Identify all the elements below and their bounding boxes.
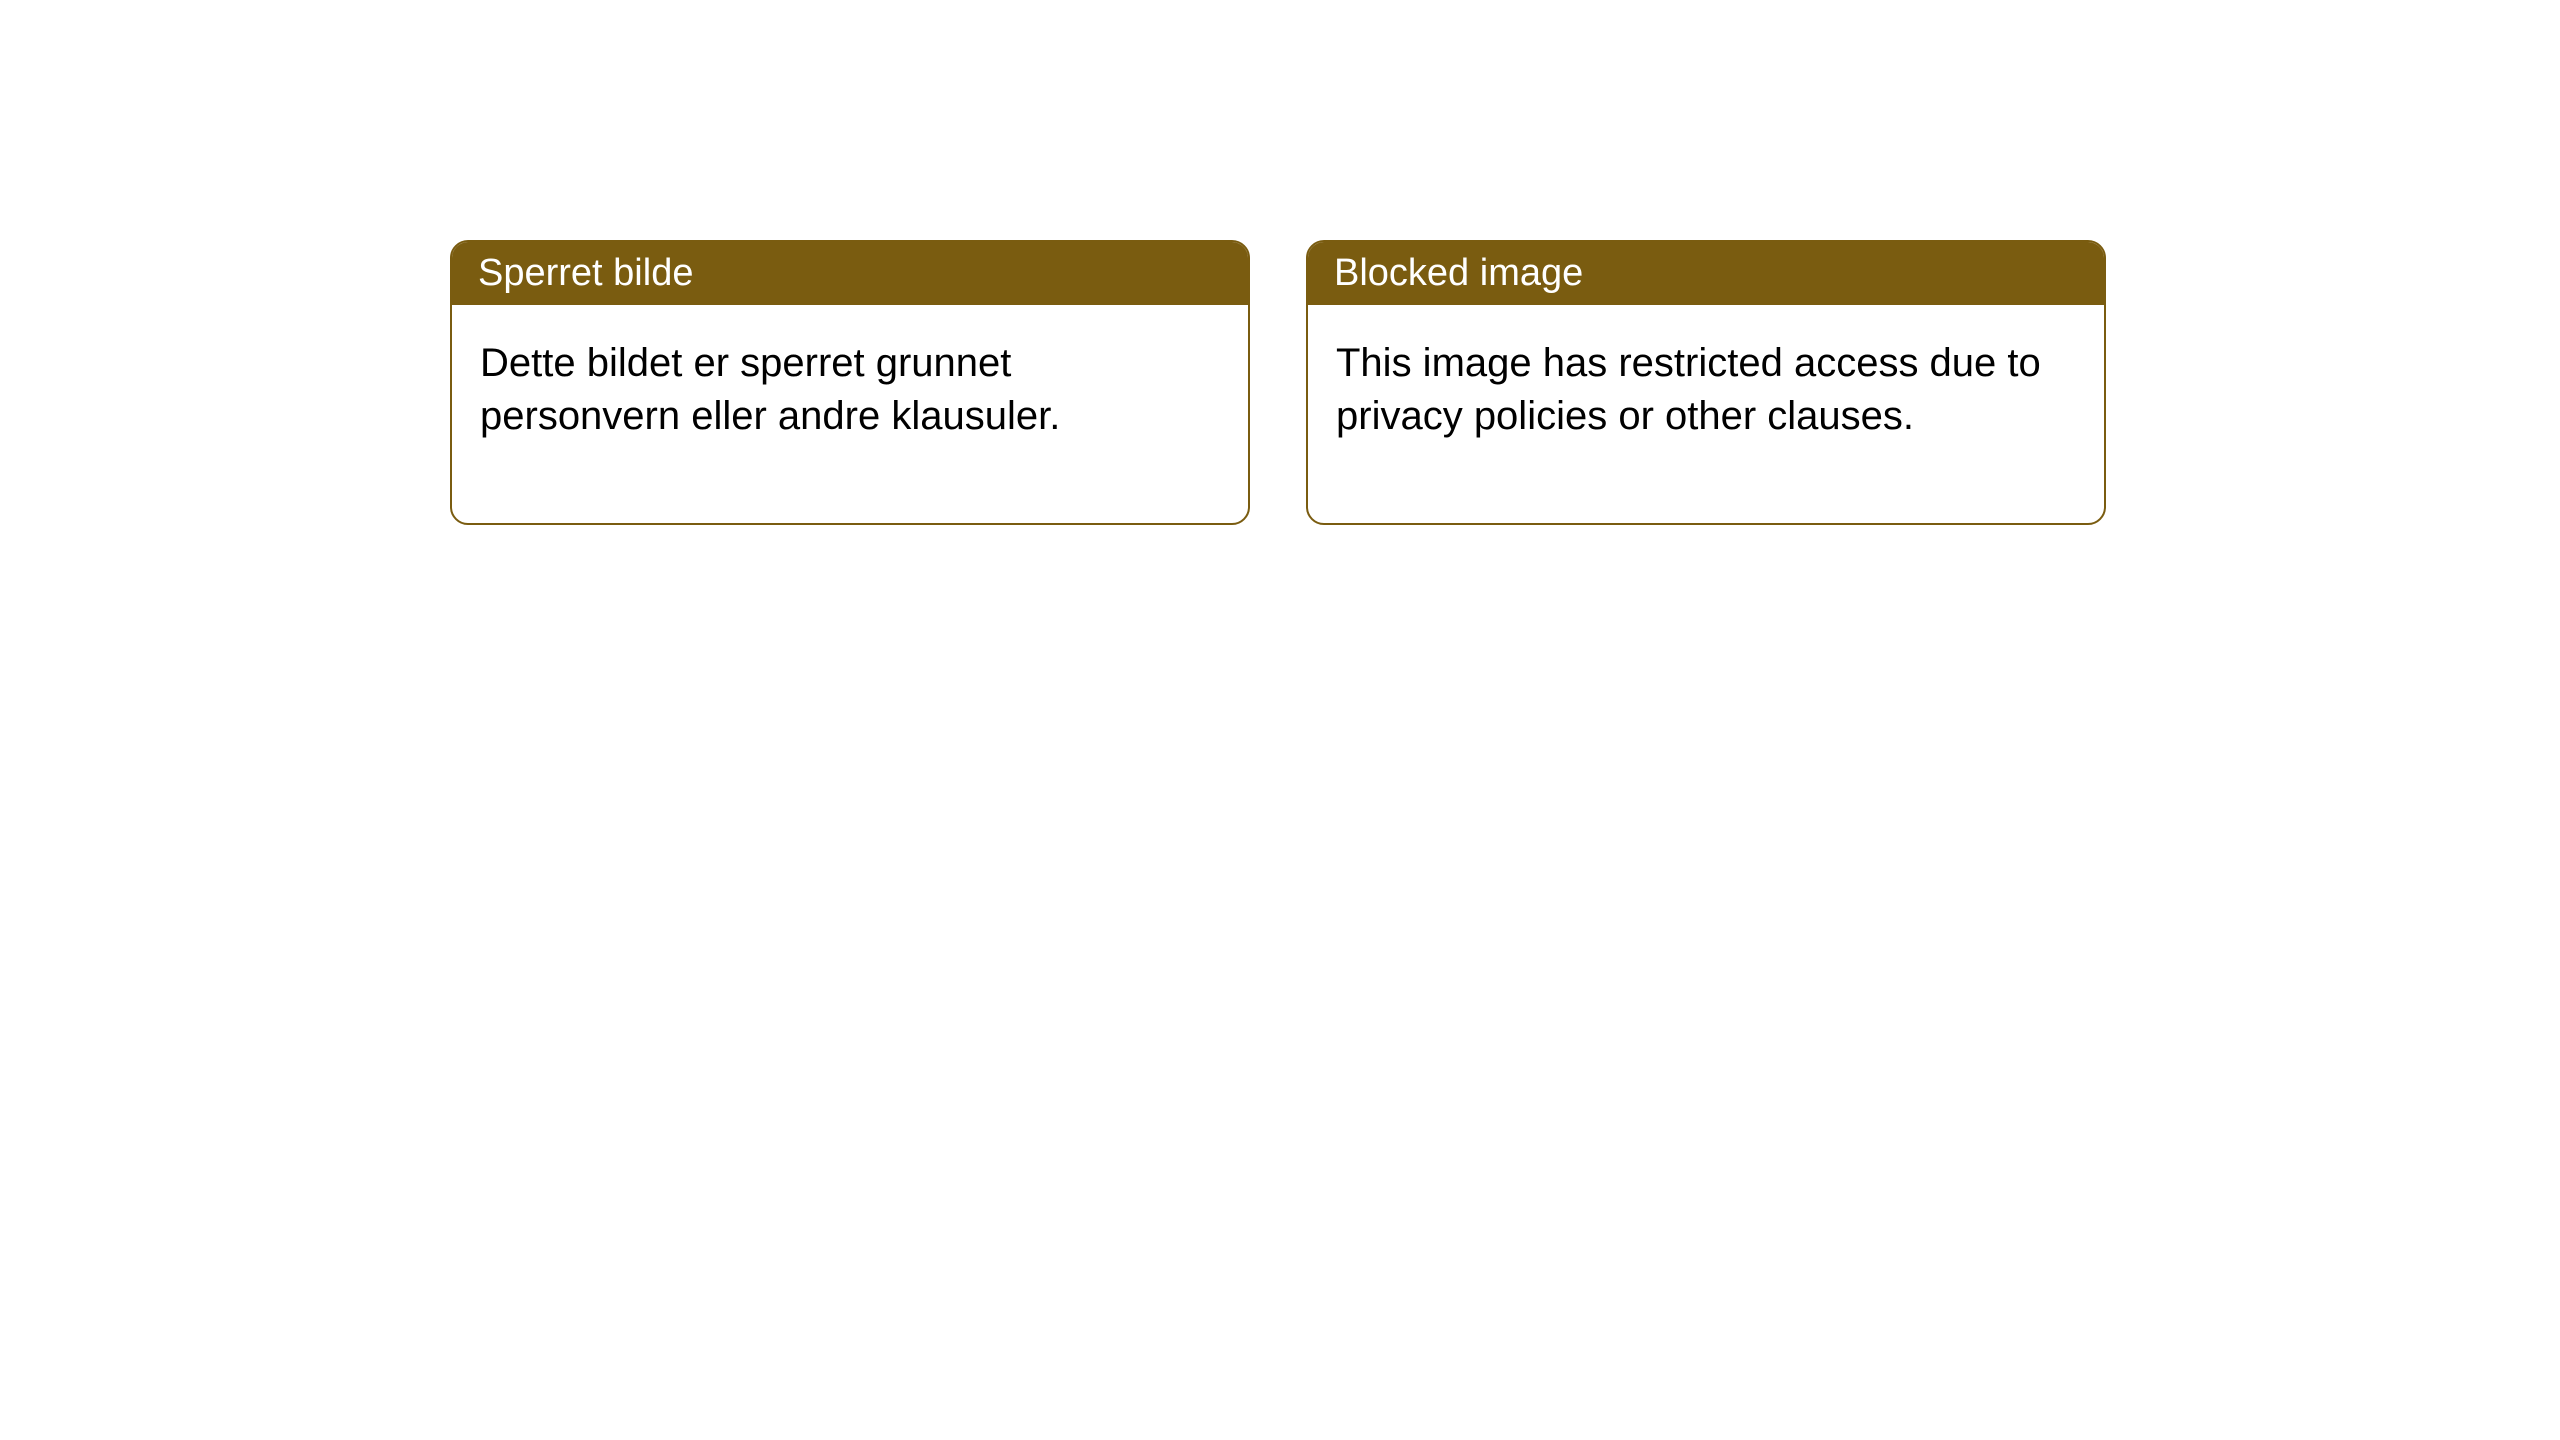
notice-card-header: Sperret bilde	[452, 242, 1248, 305]
notice-container: Sperret bilde Dette bildet er sperret gr…	[450, 240, 2106, 525]
notice-card-body: This image has restricted access due to …	[1308, 305, 2104, 523]
notice-card-body: Dette bildet er sperret grunnet personve…	[452, 305, 1248, 523]
notice-body-text: This image has restricted access due to …	[1336, 341, 2041, 438]
notice-card-header: Blocked image	[1308, 242, 2104, 305]
notice-body-text: Dette bildet er sperret grunnet personve…	[480, 341, 1060, 438]
notice-title: Sperret bilde	[478, 252, 693, 294]
notice-card-norwegian: Sperret bilde Dette bildet er sperret gr…	[450, 240, 1250, 525]
notice-title: Blocked image	[1334, 252, 1583, 294]
notice-card-english: Blocked image This image has restricted …	[1306, 240, 2106, 525]
